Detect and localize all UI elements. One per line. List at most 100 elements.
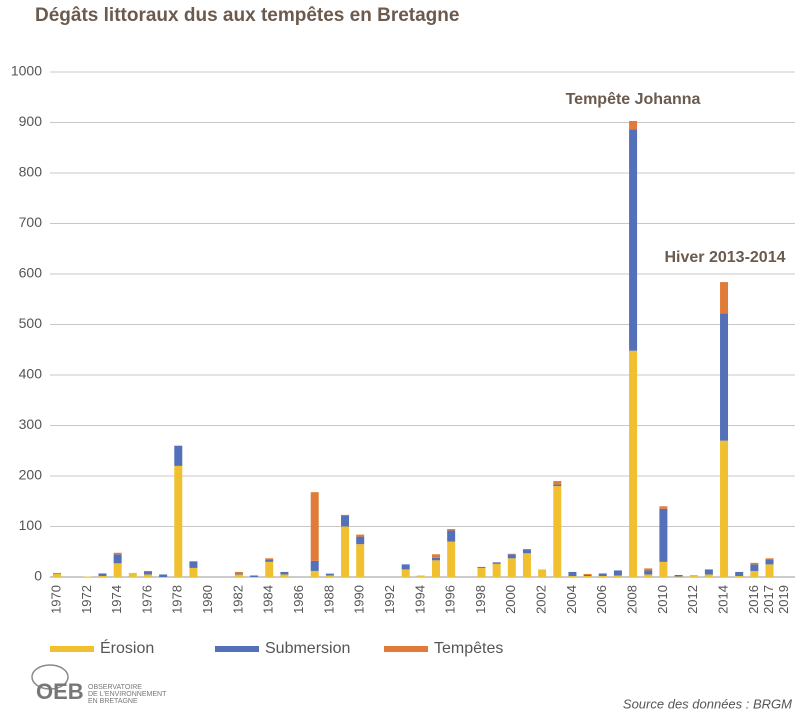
bar-segment [583, 573, 592, 575]
annotation: Hiver 2013-2014 [665, 249, 786, 266]
bar-segment [310, 492, 319, 561]
bar-segment [598, 575, 607, 577]
legend-label: Érosion [100, 638, 154, 657]
bar-segment [477, 566, 486, 568]
bar-segment [613, 575, 622, 577]
y-tick-label: 500 [19, 315, 43, 331]
y-tick-label: 700 [19, 214, 43, 230]
bar-segment [325, 573, 334, 574]
bar-segment [674, 574, 683, 577]
x-tick-label: 1978 [170, 585, 185, 614]
bar-segment [765, 559, 774, 565]
bar-segment [356, 536, 365, 545]
x-tick-label: 2014 [715, 585, 730, 614]
bar-segment [629, 350, 638, 577]
bar-segment [325, 573, 334, 576]
bar-segment [629, 120, 638, 130]
bar-segment [659, 506, 668, 509]
bar-segment [234, 573, 243, 575]
bar-segment [507, 554, 516, 559]
bar-segment [447, 529, 456, 531]
bar-segment [310, 560, 319, 571]
y-tick-label: 0 [34, 568, 42, 584]
x-tick-label: 2000 [503, 585, 518, 614]
x-tick-label: 2012 [685, 585, 700, 614]
bar-segment [720, 440, 729, 577]
bar-segment [280, 571, 289, 575]
bar-segment [113, 552, 122, 555]
x-tick-label: 2016 [746, 585, 761, 614]
y-tick-label: 900 [19, 113, 43, 129]
bar-segment [265, 561, 274, 577]
bar-segment [522, 549, 531, 554]
x-tick-label: 2019 [776, 585, 791, 614]
bar-segment [674, 576, 683, 577]
bar-segment [765, 558, 774, 560]
x-tick-label: 1976 [139, 585, 154, 614]
y-tick-label: 400 [19, 366, 43, 382]
bar-segment [325, 575, 334, 577]
bar-segment [113, 563, 122, 577]
bar-segment [704, 569, 713, 575]
bar-segment [159, 574, 168, 577]
x-tick-label: 1972 [79, 585, 94, 614]
y-tick-label: 1000 [11, 63, 42, 79]
bar-segment [234, 571, 243, 574]
x-tick-label: 2010 [655, 585, 670, 614]
bar-segment [492, 562, 501, 564]
bar-segment [735, 575, 744, 577]
x-tick-label: 1988 [321, 585, 336, 614]
bar-segment [507, 553, 516, 555]
legend-swatch [215, 646, 259, 652]
bar-segment [629, 129, 638, 351]
x-tick-label: 2017 [761, 585, 776, 614]
bar-segment [174, 445, 183, 466]
bar-segment [113, 554, 122, 564]
bar-segment [704, 574, 713, 577]
bar-segment [568, 575, 577, 577]
x-tick-label: 1996 [443, 585, 458, 614]
y-tick-label: 100 [19, 517, 43, 533]
bar-segment [553, 481, 562, 485]
bar-segment [143, 570, 152, 572]
bar-segment [644, 574, 653, 577]
bar-segment [128, 572, 137, 577]
bar-segment [98, 573, 107, 576]
bar-segment [83, 576, 92, 577]
bar-segment [492, 563, 501, 577]
bar-segment [659, 508, 668, 562]
bar-segment [310, 570, 319, 577]
bar-segment [250, 575, 259, 577]
legend-swatch [384, 646, 428, 652]
bar-segment [583, 575, 592, 577]
bar-segment [265, 558, 274, 560]
bar-segment [750, 564, 759, 571]
bar-segment [432, 554, 440, 558]
x-tick-label: 1970 [48, 585, 63, 614]
bar-segment [341, 515, 350, 527]
bar-segment [750, 570, 759, 577]
logo-text: OEB [36, 679, 84, 704]
x-tick-label: 1982 [230, 585, 245, 614]
bar-segment [432, 557, 440, 561]
x-tick-label: 1980 [200, 585, 215, 614]
bar-segment [522, 553, 531, 577]
bar-segment [750, 562, 759, 565]
bar-segment [401, 569, 410, 577]
bar-segment [432, 560, 440, 577]
x-tick-label: 1992 [382, 585, 397, 614]
bar-segment [341, 526, 350, 577]
bar-segment [583, 574, 592, 576]
bar-segment [53, 572, 61, 574]
source: Source des données : BRGM [623, 696, 792, 711]
bar-segment [53, 573, 61, 577]
bar-segment [735, 571, 744, 576]
y-tick-label: 300 [19, 416, 43, 432]
bar-segment [447, 530, 456, 542]
bar-segment [416, 575, 425, 577]
legend-label: Tempêtes [434, 640, 503, 657]
bar-segment [98, 575, 107, 577]
logo-text: OBSERVATOIRE [88, 684, 142, 691]
bar-segment [644, 570, 653, 575]
bar-segment [447, 541, 456, 577]
